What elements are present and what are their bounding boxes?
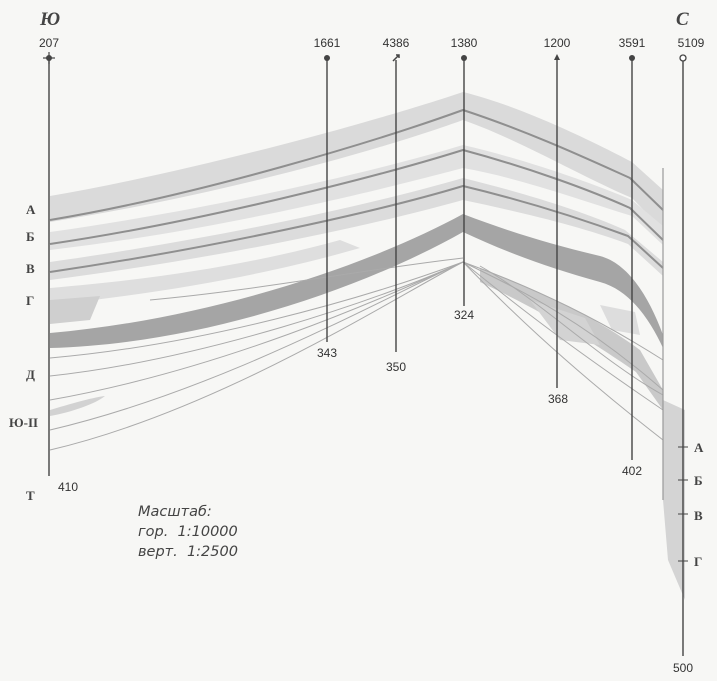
left-horizon-labels: А Б В Г Д Ю-II Т <box>9 202 38 503</box>
thin-line-1 <box>49 261 664 361</box>
thin-line-6 <box>479 265 664 396</box>
well-head-4386-icon <box>392 54 400 62</box>
scale-title: Масштаб: <box>138 504 212 520</box>
horizon-line-V <box>49 184 664 273</box>
right-horizon-B: Б <box>694 473 703 488</box>
well-number-1661: 1661 <box>314 36 341 50</box>
depth-1380: 324 <box>454 308 474 322</box>
well-number-207: 207 <box>39 36 59 50</box>
left-horizon-YuII: Ю-II <box>9 415 38 430</box>
layer-lower-right-band <box>480 268 663 410</box>
thin-line-7 <box>149 257 464 301</box>
well-number-1200: 1200 <box>544 36 571 50</box>
right-horizon-G: Г <box>694 554 702 569</box>
depth-3591: 402 <box>622 464 642 478</box>
layer-G-hatched-zone <box>50 296 100 324</box>
layer-B-light-band <box>50 145 663 250</box>
thin-line-4 <box>49 261 664 441</box>
scale-horizontal: гор. 1:10000 <box>138 524 238 540</box>
well-number-5109: 5109 <box>678 36 705 50</box>
depth-1661: 343 <box>317 346 337 360</box>
right-horizon-A: А <box>694 440 704 455</box>
layer-right-lens <box>600 305 640 335</box>
layer-right-edge-stack <box>663 400 685 600</box>
left-horizon-V: В <box>26 261 35 276</box>
depth-1200: 368 <box>548 392 568 406</box>
depth-4386: 350 <box>386 360 406 374</box>
left-horizon-D: Д <box>26 367 35 382</box>
left-horizon-G: Г <box>26 293 34 308</box>
well-head-1200-icon <box>554 54 560 60</box>
left-horizon-T: Т <box>26 488 35 503</box>
layer-lower-right-lens <box>530 300 600 345</box>
well-number-4386: 4386 <box>383 36 410 50</box>
left-horizon-A: А <box>26 202 36 217</box>
well-head-3591-icon <box>629 55 635 61</box>
left-horizon-B: Б <box>26 229 35 244</box>
direction-left: Ю <box>39 9 60 30</box>
well-number-1380: 1380 <box>451 36 478 50</box>
layer-G-light-band <box>50 240 360 305</box>
right-horizon-V: В <box>694 508 703 523</box>
thin-horizon-lines <box>49 257 664 451</box>
well-symbols <box>43 52 687 64</box>
scale-note: Масштаб: гор. 1:10000 верт. 1:2500 <box>138 504 238 560</box>
well-head-207-icon <box>43 52 55 64</box>
layer-V-light-band <box>50 178 663 280</box>
well-head-5109-icon <box>679 54 687 62</box>
horizon-line-B <box>49 148 664 245</box>
scale-vertical: верт. 1:2500 <box>138 544 238 560</box>
well-number-3591: 3591 <box>619 36 646 50</box>
layer-dark-marker <box>50 214 663 348</box>
well-head-1661-icon <box>324 55 330 61</box>
layer-YuII-lens <box>50 396 105 416</box>
well-head-1380-icon <box>461 55 467 61</box>
horizon-line-A <box>49 108 664 221</box>
horizon-lines <box>49 108 664 273</box>
wells <box>48 60 684 656</box>
depth-207: 410 <box>58 480 78 494</box>
right-horizon-labels: А Б В Г <box>678 440 704 569</box>
direction-right: С <box>676 9 689 30</box>
depth-5109: 500 <box>673 661 693 675</box>
thin-line-5 <box>49 261 464 451</box>
